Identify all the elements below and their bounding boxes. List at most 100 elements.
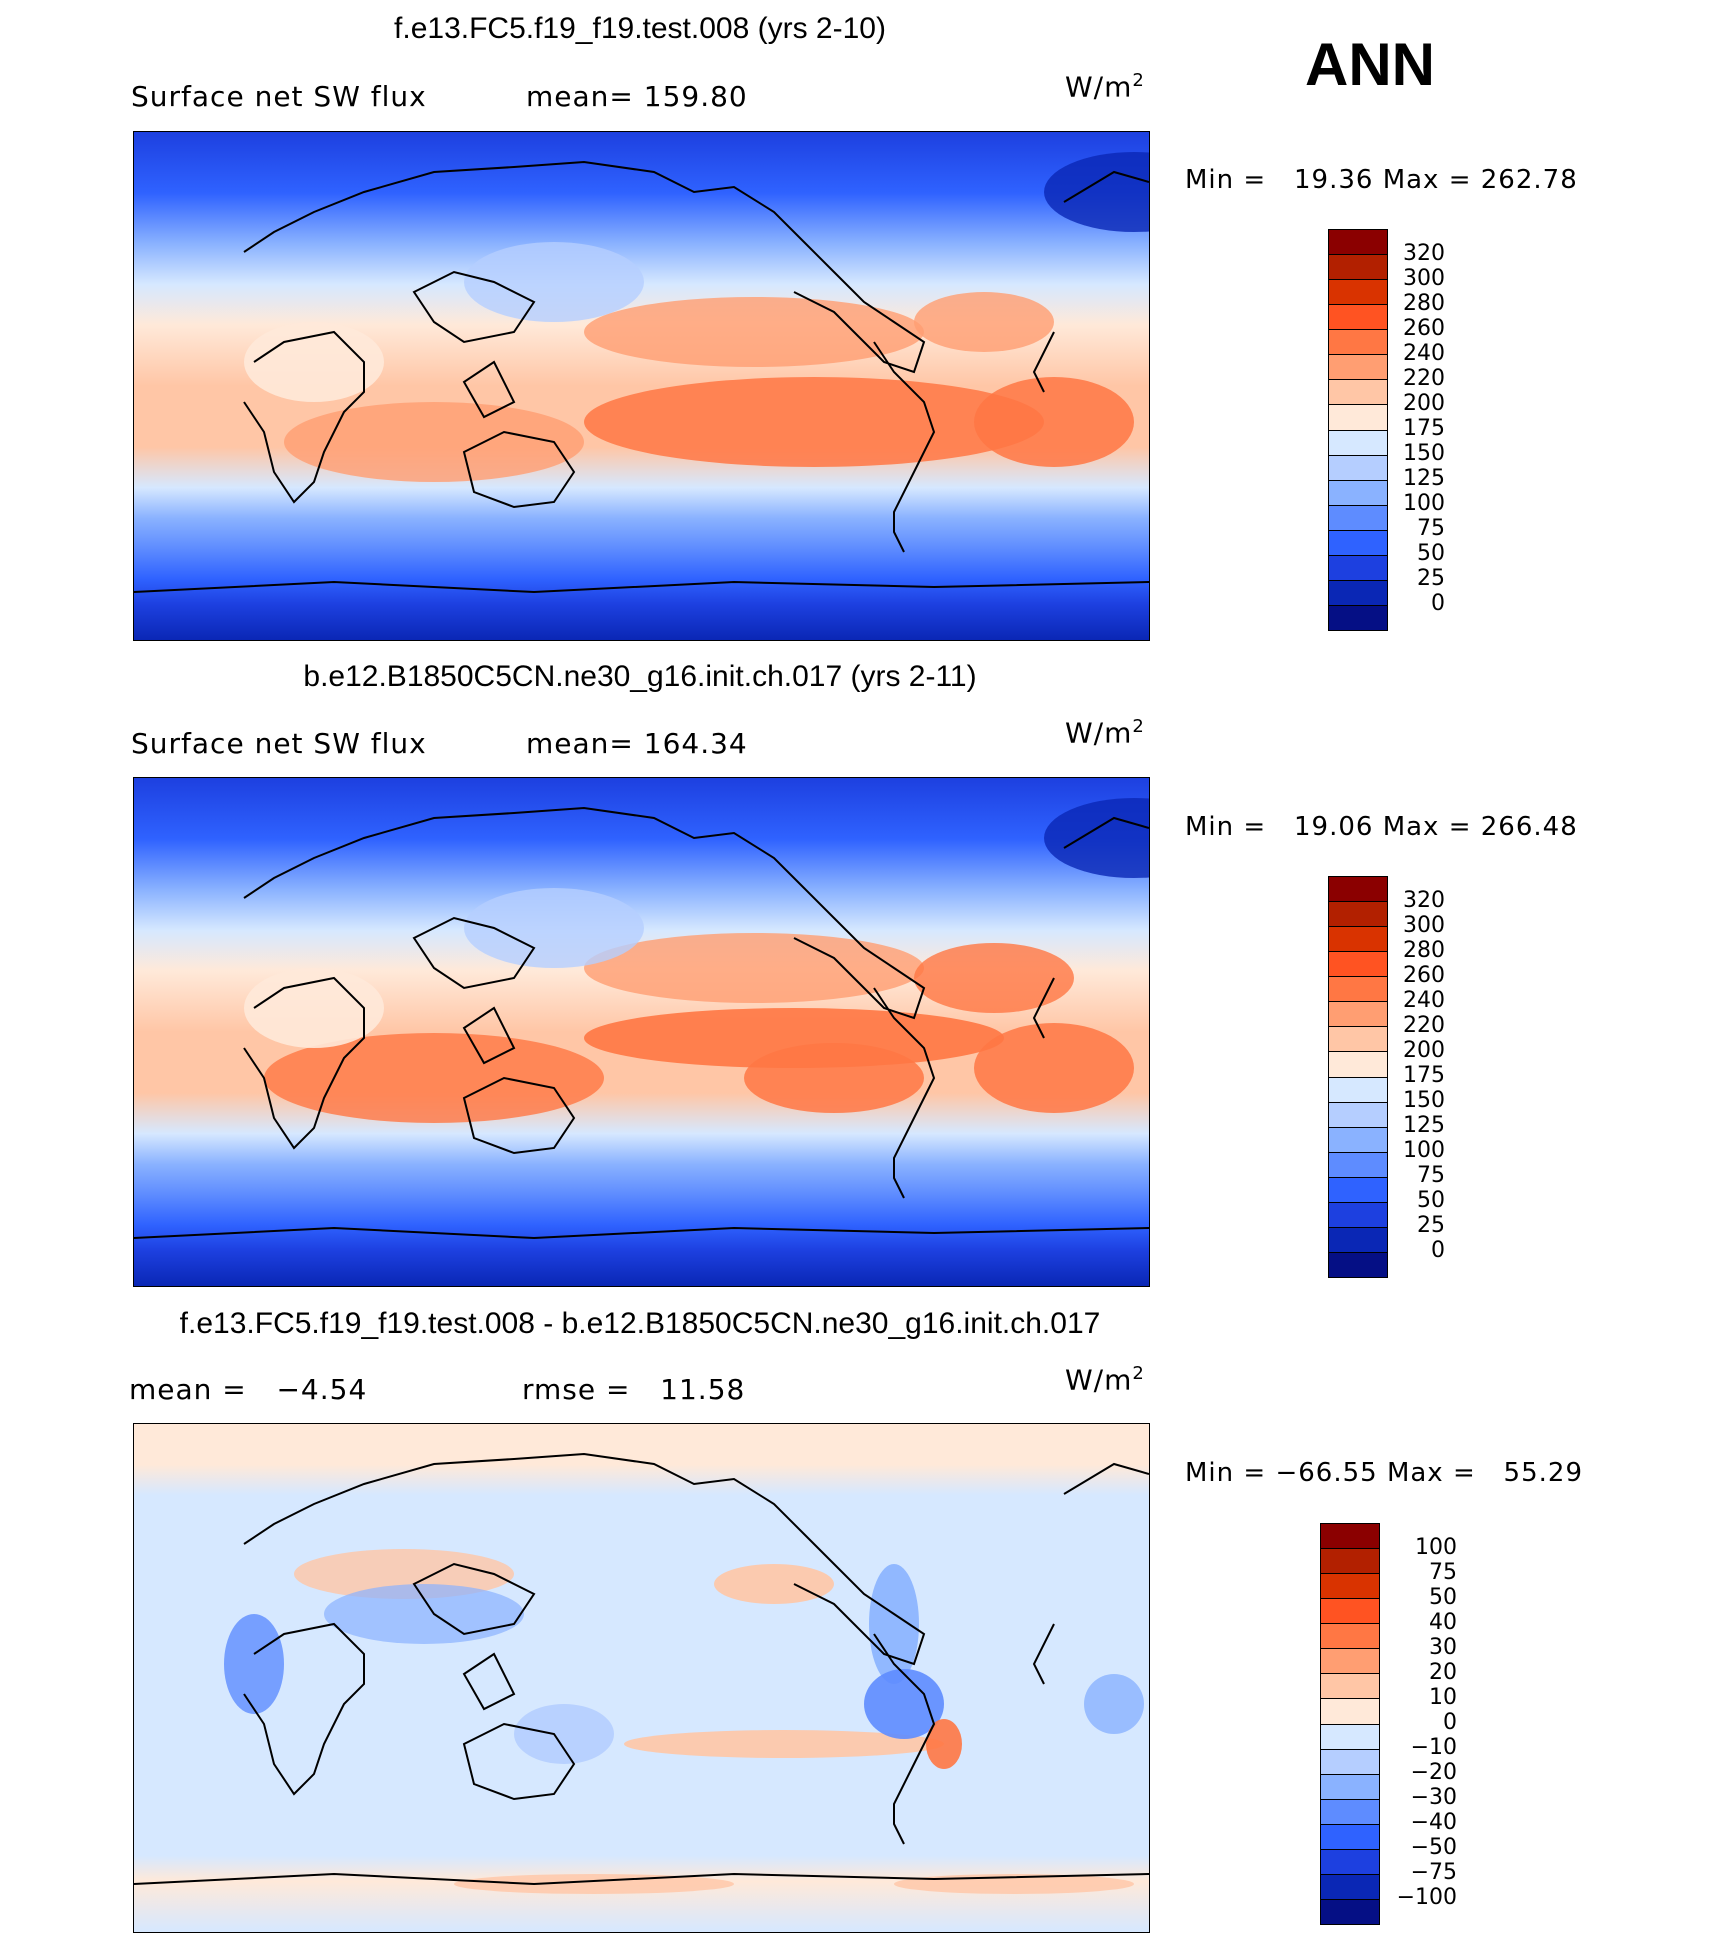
colorbar-tick-label: 320 (1403, 241, 1445, 266)
panel-3-map-field (134, 1424, 1149, 1932)
colorbar-tick-label: 0 (1431, 591, 1445, 616)
colorbar-tick-label: 175 (1403, 416, 1445, 441)
colorbar-tick-label: 75 (1417, 1163, 1445, 1188)
colorbar-swatch (1329, 529, 1387, 555)
colorbar-swatch (1321, 1748, 1379, 1774)
colorbar-swatch (1321, 1698, 1379, 1724)
panel-3-rmse-label: rmse = 11.58 (522, 1373, 746, 1406)
colorbar-tick-label: −50 (1410, 1835, 1457, 1860)
colorbar-swatch (1329, 1101, 1387, 1127)
colorbar-swatch (1329, 951, 1387, 977)
panel-1-mean-label: mean= 159.80 (526, 80, 748, 113)
colorbar-tick-label: 75 (1417, 516, 1445, 541)
colorbar-tick-label: 0 (1431, 1238, 1445, 1263)
panel-1-min-max: Min = 19.36 Max = 262.78 (1185, 165, 1578, 195)
colorbar-tick-label: 50 (1417, 541, 1445, 566)
panel-1-colorbar-labels: 320 300 280 260 240 220 200 175 150 125 100 75 50 25 0 (1395, 229, 1445, 629)
colorbar-swatch (1329, 554, 1387, 580)
colorbar-swatch (1321, 1898, 1379, 1924)
colorbar-tick-label: 50 (1417, 1188, 1445, 1213)
colorbar-tick-label: 0 (1443, 1710, 1457, 1735)
colorbar-tick-label: 220 (1403, 1013, 1445, 1038)
colorbar-tick-label: 260 (1403, 316, 1445, 341)
colorbar-swatch (1329, 304, 1387, 330)
panel-1-colorbar (1328, 229, 1388, 631)
colorbar-swatch (1321, 1598, 1379, 1624)
panel-3-mean-label: mean = −4.54 (129, 1373, 368, 1406)
panel-2-colorbar (1328, 876, 1388, 1278)
panel-2-colorbar-swatches (1329, 877, 1387, 1277)
colorbar-swatch (1329, 877, 1387, 902)
panel-1-map-field (134, 132, 1149, 640)
colorbar-tick-label: 100 (1403, 491, 1445, 516)
colorbar-tick-label: −20 (1410, 1760, 1457, 1785)
colorbar-tick-label: 50 (1429, 1585, 1457, 1610)
colorbar-swatch (1329, 604, 1387, 630)
panel-3-min-max: Min = −66.55 Max = 55.29 (1185, 1458, 1583, 1488)
colorbar-tick-label: −100 (1396, 1885, 1457, 1910)
panel-2-units: W/m2 (1065, 716, 1145, 750)
colorbar-swatch (1321, 1773, 1379, 1799)
colorbar-tick-label: 280 (1403, 291, 1445, 316)
colorbar-tick-label: 175 (1403, 1063, 1445, 1088)
colorbar-swatch (1321, 1548, 1379, 1574)
panel-3-title: f.e13.FC5.f19_f19.test.008 - b.e12.B1850… (179, 1307, 1101, 1340)
colorbar-tick-label: 220 (1403, 366, 1445, 391)
colorbar-swatch (1329, 329, 1387, 355)
panel-1-map (133, 131, 1150, 641)
colorbar-tick-label: 150 (1403, 441, 1445, 466)
colorbar-swatch (1321, 1873, 1379, 1899)
colorbar-swatch (1321, 1798, 1379, 1824)
colorbar-tick-label: 300 (1403, 913, 1445, 938)
colorbar-swatch (1321, 1823, 1379, 1849)
panel-2-colorbar-labels: 320 300 280 260 240 220 200 175 150 125 100 75 50 25 0 (1395, 876, 1445, 1276)
colorbar-swatch (1329, 379, 1387, 405)
colorbar-tick-label: 240 (1403, 988, 1445, 1013)
colorbar-swatch (1321, 1524, 1379, 1549)
colorbar-tick-label: 75 (1429, 1560, 1457, 1585)
colorbar-tick-label: 100 (1403, 1138, 1445, 1163)
colorbar-tick-label: −10 (1410, 1735, 1457, 1760)
colorbar-tick-label: 320 (1403, 888, 1445, 913)
colorbar-swatch (1329, 1151, 1387, 1177)
colorbar-swatch (1321, 1648, 1379, 1674)
panel-3-colorbar (1320, 1523, 1380, 1925)
colorbar-swatch (1329, 429, 1387, 455)
panel-3-colorbar-swatches (1321, 1524, 1379, 1924)
panel-1-units: W/m2 (1065, 70, 1145, 104)
colorbar-swatch (1321, 1573, 1379, 1599)
colorbar-tick-label: 200 (1403, 1038, 1445, 1063)
colorbar-tick-label: 125 (1403, 1113, 1445, 1138)
colorbar-swatch (1329, 354, 1387, 380)
colorbar-swatch (1329, 230, 1387, 255)
colorbar-tick-label: 200 (1403, 391, 1445, 416)
panel-2-min-max: Min = 19.06 Max = 266.48 (1185, 812, 1578, 842)
colorbar-swatch (1321, 1623, 1379, 1649)
colorbar-tick-label: 10 (1429, 1685, 1457, 1710)
colorbar-swatch (1329, 976, 1387, 1002)
colorbar-swatch (1329, 1226, 1387, 1252)
panel-3-colorbar-labels: 100 75 50 40 30 20 10 0 −10 −20 −30 −40 −50 −75 −100 (1387, 1523, 1457, 1923)
panel-2-map-field (134, 778, 1149, 1286)
colorbar-swatch (1329, 454, 1387, 480)
colorbar-swatch (1329, 579, 1387, 605)
colorbar-swatch (1321, 1723, 1379, 1749)
panel-1-title: f.e13.FC5.f19_f19.test.008 (yrs 2-10) (394, 12, 886, 45)
colorbar-swatch (1329, 254, 1387, 280)
colorbar-swatch (1321, 1673, 1379, 1699)
colorbar-tick-label: 100 (1415, 1535, 1457, 1560)
colorbar-tick-label: 280 (1403, 938, 1445, 963)
colorbar-swatch (1329, 926, 1387, 952)
panel-1-variable-label: Surface net SW flux (131, 80, 427, 113)
colorbar-swatch (1329, 1001, 1387, 1027)
colorbar-tick-label: 260 (1403, 963, 1445, 988)
colorbar-swatch (1329, 1201, 1387, 1227)
panel-2-title: b.e12.B1850C5CN.ne30_g16.init.ch.017 (yr… (303, 660, 977, 693)
panel-1-colorbar-swatches (1329, 230, 1387, 630)
colorbar-tick-label: 300 (1403, 266, 1445, 291)
colorbar-swatch (1329, 1051, 1387, 1077)
colorbar-tick-label: 40 (1429, 1610, 1457, 1635)
colorbar-tick-label: −40 (1410, 1810, 1457, 1835)
panel-2-map (133, 777, 1150, 1287)
colorbar-tick-label: 20 (1429, 1660, 1457, 1685)
